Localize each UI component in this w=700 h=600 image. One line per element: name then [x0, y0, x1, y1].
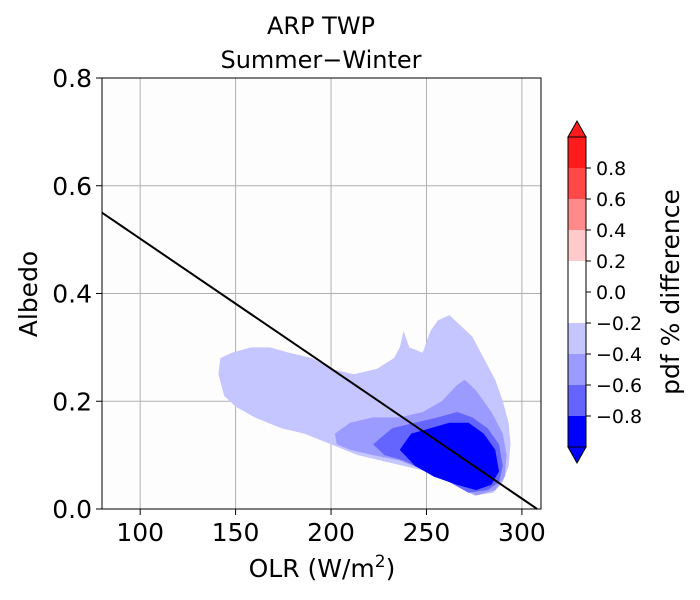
- y-tick-label: 0.8: [52, 64, 92, 93]
- colorbar-bin: [568, 292, 586, 323]
- colorbar-tick-label: 0.6: [596, 189, 626, 211]
- colorbar-tick-label: −0.2: [596, 313, 642, 335]
- colorbar-bin: [568, 230, 586, 261]
- x-axis-label-superscript: 2: [375, 552, 386, 572]
- x-axis-label: OLR (W/m2): [249, 552, 396, 583]
- y-axis-label: Albedo: [14, 251, 43, 337]
- colorbar: 0.8 0.6 0.4 0.2 0.0 −0.2 −0.4 −0.6 −0.8: [567, 119, 642, 465]
- colorbar-bin: [568, 199, 586, 230]
- chart-title: ARP TWP: [267, 12, 375, 40]
- contour-fills: [218, 315, 511, 496]
- colorbar-bin: [568, 323, 586, 354]
- reference-line-layer: [101, 211, 538, 510]
- colorbar-extend-bottom: [567, 446, 587, 465]
- x-tick-label: 100: [116, 518, 164, 547]
- colorbar-tick-label: 0.2: [596, 251, 626, 273]
- contour-fill-neg0p8: [399, 422, 499, 491]
- reference-line: [101, 211, 538, 510]
- plot-area: [101, 77, 542, 510]
- colorbar-label: pdf % difference: [656, 189, 685, 395]
- colorbar-bin: [568, 168, 586, 199]
- y-tick-label: 0.0: [52, 495, 92, 524]
- x-axis-ticks: 100 150 200 250 300: [116, 509, 546, 547]
- colorbar-bin: [568, 137, 586, 168]
- colorbar-tick-label: 0.4: [596, 220, 626, 242]
- colorbar-bin: [568, 416, 586, 447]
- chart-subtitle: Summer−Winter: [220, 46, 421, 74]
- colorbar-bin: [568, 385, 586, 416]
- y-tick-label: 0.4: [52, 280, 92, 309]
- colorbar-bin: [568, 261, 586, 292]
- x-tick-label: 200: [307, 518, 355, 547]
- y-tick-label: 0.2: [52, 387, 92, 416]
- x-tick-label: 300: [498, 518, 546, 547]
- colorbar-bin: [568, 354, 586, 385]
- colorbar-tick-label: 0.0: [596, 282, 626, 304]
- colorbar-tick-label: −0.6: [596, 375, 642, 397]
- colorbar-tick-label: −0.8: [596, 406, 642, 428]
- colorbar-extend-top: [567, 119, 587, 138]
- y-axis-ticks: 0.0 0.2 0.4 0.6 0.8: [52, 64, 102, 524]
- x-tick-label: 250: [403, 518, 451, 547]
- x-tick-label: 150: [212, 518, 260, 547]
- y-tick-label: 0.6: [52, 172, 92, 201]
- colorbar-tick-label: 0.8: [596, 158, 626, 180]
- colorbar-tick-label: −0.4: [596, 344, 642, 366]
